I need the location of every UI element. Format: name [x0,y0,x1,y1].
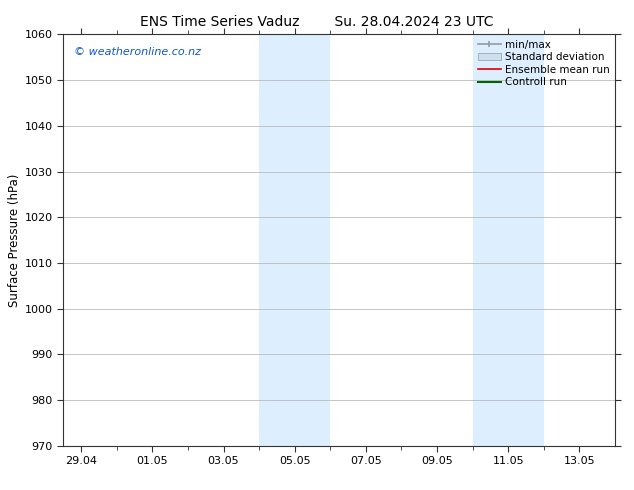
Text: ENS Time Series Vaduz        Su. 28.04.2024 23 UTC: ENS Time Series Vaduz Su. 28.04.2024 23 … [140,15,494,29]
Text: © weatheronline.co.nz: © weatheronline.co.nz [74,47,202,57]
Bar [472,34,508,446]
Y-axis label: Surface Pressure (hPa): Surface Pressure (hPa) [8,173,21,307]
Bar [508,34,544,446]
Bar [295,34,330,446]
Bar [259,34,295,446]
Legend: min/max, Standard deviation, Ensemble mean run, Controll run: min/max, Standard deviation, Ensemble me… [476,37,612,89]
